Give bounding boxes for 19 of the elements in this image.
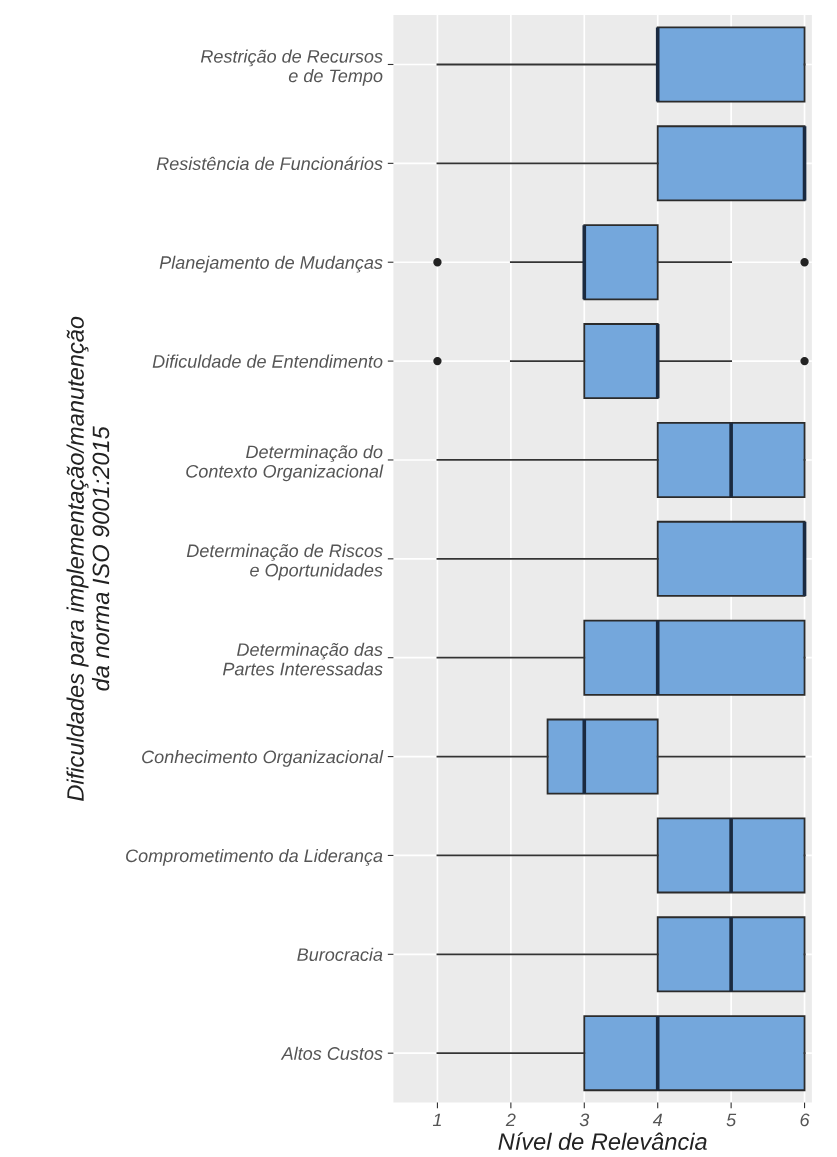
x-tick-label: 1: [432, 1113, 441, 1127]
y-tick-label: Comprometimento da Liderança: [126, 848, 383, 866]
x-tick-label: 3: [579, 1113, 590, 1127]
y-tick-label: Determinação de Riscos e Oportunidades: [186, 543, 383, 581]
y-axis-title: Dificuldades para implementação/manutenção da norma ISO 9001:2015: [66, 316, 110, 801]
y-tick-label: Planejamento de Mudanças: [159, 255, 383, 273]
y-tick-label: Conhecimento Organizacional: [142, 750, 384, 767]
y-tick-label: Altos Custos: [280, 1046, 383, 1060]
y-tick-label: Burocracia: [297, 947, 383, 962]
y-tick-label: Dificuldade de Entendimento: [152, 354, 383, 368]
y-tick-label: Resistência de Funcionários: [156, 156, 383, 171]
x-tick-label: 6: [800, 1113, 810, 1127]
y-tick-label: Determinação das Partes Interessadas: [222, 642, 383, 676]
x-tick-label: 5: [726, 1113, 737, 1127]
y-tick-label: Determinação do Contexto Organizacional: [186, 445, 384, 482]
y-tick-label: Restrição de Recursos e de Tempo: [200, 49, 383, 86]
x-axis-title: Nível de Relevância: [498, 1132, 707, 1150]
x-tick-label: 4: [652, 1113, 663, 1127]
x-tick-label: 2: [505, 1113, 516, 1127]
